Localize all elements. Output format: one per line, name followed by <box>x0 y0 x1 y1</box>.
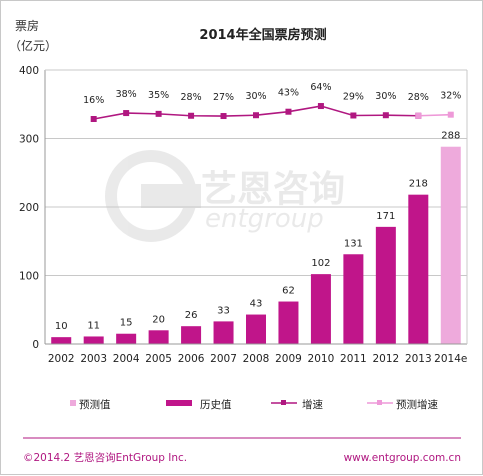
bar <box>148 330 169 344</box>
bar-value-label: 43 <box>250 299 263 310</box>
bars <box>51 146 461 344</box>
growth-line <box>418 113 451 117</box>
growth-label: 43% <box>278 88 299 99</box>
growth-label: 30% <box>245 91 266 102</box>
bar-value-label: 131 <box>344 238 363 249</box>
bar-value-label: 218 <box>409 179 428 190</box>
bar <box>440 146 461 344</box>
value-labels: 10 11 15 20 26 33 43 62 102 131 171 218 288 16% 38% 35%… <box>55 82 461 332</box>
footer-website: www.entgroup.com.cn <box>344 452 461 464</box>
growth-marker <box>253 112 259 119</box>
growth-label: 64% <box>310 82 331 93</box>
y-axis-label-line1: 票房 <box>15 18 39 33</box>
bar <box>375 226 396 344</box>
chart-title: 2014年全国票房预测 <box>199 27 326 43</box>
bar-value-label: 33 <box>217 305 230 316</box>
bar <box>116 333 137 344</box>
bar-value-label: 26 <box>185 310 198 321</box>
legend: 预测值 历史值 增速 预测增速 <box>70 398 438 411</box>
growth-label: 38% <box>116 89 137 100</box>
legend-swatch-forecast <box>70 400 76 406</box>
bar-value-label: 102 <box>311 258 330 269</box>
legend-label-forecast: 预测值 <box>79 398 111 411</box>
y-tick-label: 200 <box>19 202 39 214</box>
growth-marker <box>285 108 292 115</box>
x-tick-label: 2006 <box>178 353 205 365</box>
watermark-sub: entgroup <box>205 204 324 234</box>
growth-label: 16% <box>83 95 104 106</box>
bar-value-label: 20 <box>152 314 165 325</box>
bar <box>213 321 234 344</box>
y-tick-label: 100 <box>19 271 39 283</box>
growth-label: 32% <box>440 91 461 102</box>
watermark-name: 艺恩咨询 <box>201 169 345 210</box>
growth-marker <box>317 103 324 110</box>
bar <box>408 194 429 344</box>
watermark-logo: 艺恩咨询 entgroup <box>105 150 345 242</box>
growth-marker <box>155 110 162 117</box>
legend-label-forecast-growth: 预测增速 <box>396 398 438 411</box>
bar <box>246 314 266 344</box>
bar <box>343 254 364 344</box>
bar-value-label: 10 <box>55 321 68 332</box>
legend-label-growth: 增速 <box>302 398 323 411</box>
x-tick-label: 2004 <box>113 353 140 365</box>
bar <box>278 301 299 344</box>
bar-value-label: 11 <box>87 320 100 331</box>
growth-marker <box>188 112 195 119</box>
growth-label: 30% <box>375 91 396 102</box>
x-tick-label: 2012 <box>372 353 399 365</box>
x-tick-label: 2003 <box>80 353 107 365</box>
bar-value-label: 15 <box>120 318 133 329</box>
x-tick-label: 2009 <box>275 353 302 365</box>
y-tick-label: 400 <box>19 65 39 77</box>
growth-label: 29% <box>343 91 364 102</box>
bar-value-label: 288 <box>441 131 460 142</box>
x-tick-label: 2005 <box>145 353 172 365</box>
y-tick-label: 300 <box>19 134 39 146</box>
growth-marker <box>90 116 97 122</box>
legend-marker-forecast-growth <box>377 400 382 405</box>
footer-copyright: ©2014.2 艺恩咨询EntGroup Inc. <box>23 451 187 464</box>
growth-label: 28% <box>408 92 429 103</box>
growth-marker <box>447 111 454 118</box>
growth-marker <box>123 110 130 117</box>
x-tick-label: 2002 <box>48 353 75 365</box>
bar-value-label: 171 <box>376 211 395 222</box>
bar <box>83 336 104 344</box>
legend-marker-growth <box>281 400 286 405</box>
growth-label: 28% <box>181 92 202 103</box>
axes: 0 100 200 300 400 2002 2003 2004 2005 2006 2007 200… <box>19 65 468 365</box>
x-tick-label: 2008 <box>243 353 270 365</box>
x-tick-label: 2010 <box>308 353 335 365</box>
x-tick-label: 2014e <box>434 353 467 365</box>
bar <box>51 337 72 344</box>
growth-label: 35% <box>148 90 169 101</box>
growth-lines <box>90 103 454 122</box>
x-tick-label: 2013 <box>405 353 432 365</box>
growth-marker <box>382 112 389 119</box>
bar <box>310 274 331 344</box>
growth-marker <box>220 113 227 120</box>
bar <box>181 326 202 344</box>
growth-label: 27% <box>213 92 234 103</box>
legend-swatch-history <box>166 400 192 406</box>
growth-marker <box>350 112 357 119</box>
growth-marker <box>415 112 422 119</box>
x-tick-label: 2007 <box>210 353 237 365</box>
x-tick-label: 2011 <box>340 353 367 365</box>
y-axis-label-line2: （亿元） <box>9 38 57 53</box>
legend-label-history: 历史值 <box>200 398 232 411</box>
y-tick-label: 0 <box>32 339 39 351</box>
bar-value-label: 62 <box>282 286 295 297</box>
